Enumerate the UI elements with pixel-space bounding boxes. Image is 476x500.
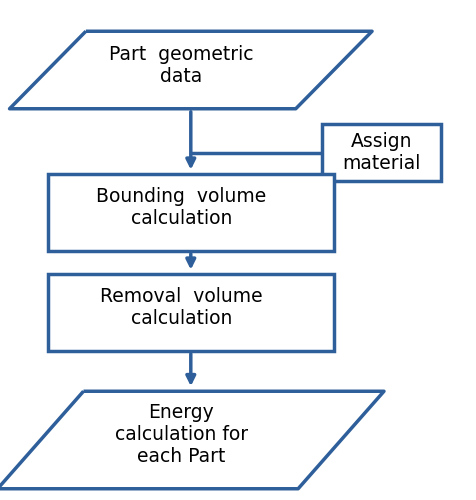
Polygon shape	[0, 391, 383, 489]
Bar	[48, 274, 333, 351]
Polygon shape	[10, 31, 371, 109]
Bar	[48, 174, 333, 252]
Text: Part  geometric
data: Part geometric data	[109, 44, 253, 86]
Text: Energy
calculation for
each Part: Energy calculation for each Part	[114, 404, 248, 466]
Text: Bounding  volume
calculation: Bounding volume calculation	[96, 187, 266, 228]
Bar	[321, 124, 440, 181]
Text: Assign
material: Assign material	[342, 132, 420, 173]
Text: Removal  volume
calculation: Removal volume calculation	[100, 287, 262, 328]
